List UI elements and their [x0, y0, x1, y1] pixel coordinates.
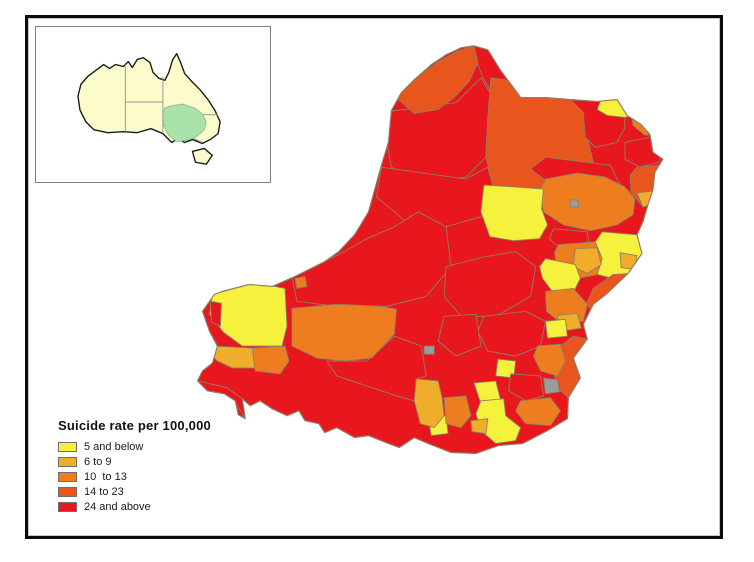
- map-region-gray[interactable]: [543, 377, 560, 395]
- map-region-c2[interactable]: [413, 378, 445, 429]
- map-region-c4[interactable]: [395, 45, 479, 114]
- map-region-c5[interactable]: [443, 251, 537, 317]
- basin-map-svg: [196, 45, 693, 455]
- australia-locator-inset: [35, 26, 271, 183]
- legend-swatch: [58, 471, 77, 482]
- map-region-c5[interactable]: [508, 373, 544, 402]
- map-region-c1[interactable]: [675, 141, 693, 155]
- map-region-c1[interactable]: [480, 184, 548, 242]
- map-region-c3[interactable]: [533, 343, 566, 377]
- basin-highlight-region: [162, 103, 207, 142]
- legend-item-label: 24 and above: [84, 500, 151, 513]
- map-region-c1[interactable]: [545, 318, 568, 339]
- map-region-c3[interactable]: [251, 345, 290, 375]
- map-region-c2[interactable]: [572, 247, 602, 274]
- legend-item-label: 10 to 13: [84, 470, 127, 483]
- legend-item-label: 5 and below: [84, 440, 144, 453]
- legend-swatch: [58, 501, 77, 512]
- legend-swatch: [58, 486, 77, 497]
- legend-swatch: [58, 456, 77, 467]
- legend: Suicide rate per 100,000 5 and below 6 t…: [58, 418, 278, 514]
- map-region-c3[interactable]: [294, 276, 308, 289]
- map-region-gray[interactable]: [423, 345, 435, 355]
- map-region-c5[interactable]: [209, 300, 222, 327]
- map-figure: Suicide rate per 100,000 5 and below 6 t…: [25, 15, 723, 539]
- australia-locator-svg: [77, 52, 221, 165]
- basin-outline: [196, 45, 664, 455]
- map-region-c5[interactable]: [437, 313, 482, 357]
- map-region-c1[interactable]: [475, 398, 522, 444]
- map-region-c2[interactable]: [470, 418, 489, 435]
- map-region-c5[interactable]: [624, 136, 663, 168]
- map-region-gray[interactable]: [671, 142, 680, 151]
- legend-item: 6 to 9: [58, 454, 278, 469]
- map-region-c5[interactable]: [477, 310, 546, 357]
- legend-item: 5 and below: [58, 439, 278, 454]
- legend-item-label: 14 to 23: [84, 485, 124, 498]
- map-region-c2[interactable]: [658, 120, 685, 144]
- map-region-c3[interactable]: [539, 172, 636, 232]
- map-region-c3[interactable]: [443, 395, 472, 429]
- map-region-c5[interactable]: [376, 166, 495, 228]
- tasmania: [191, 147, 213, 165]
- map-region-c3[interactable]: [658, 164, 683, 190]
- legend-item: 14 to 23: [58, 484, 278, 499]
- legend-swatch: [58, 441, 77, 452]
- map-region-c2[interactable]: [619, 252, 638, 270]
- legend-item-label: 6 to 9: [84, 455, 112, 468]
- map-region-c3[interactable]: [291, 303, 397, 362]
- map-region-gray[interactable]: [569, 199, 579, 208]
- legend-item: 24 and above: [58, 499, 278, 514]
- legend-title: Suicide rate per 100,000: [58, 418, 211, 433]
- map-region-c3[interactable]: [515, 397, 561, 427]
- legend-item: 10 to 13: [58, 469, 278, 484]
- basin-map-container: [28, 18, 720, 536]
- legend-items: 5 and below 6 to 9 10 to 13 14 to 23 24 …: [58, 439, 278, 514]
